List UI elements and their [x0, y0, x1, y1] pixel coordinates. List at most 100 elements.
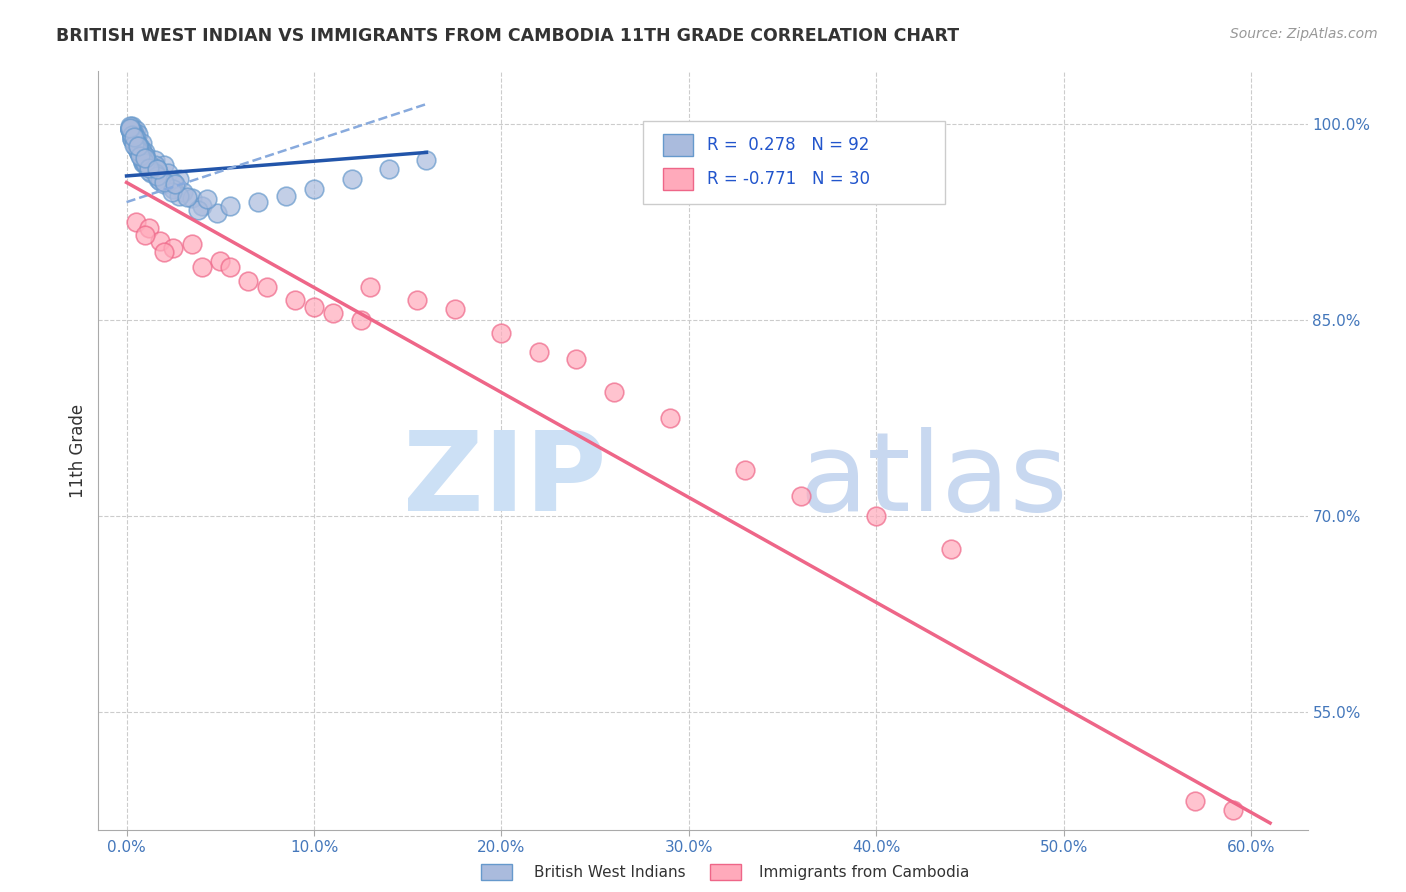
- Point: [125, 215, 148, 229]
- Point: [145, 169, 167, 183]
- Point: [132, 156, 155, 170]
- Point: [122, 129, 145, 144]
- Point: [134, 227, 156, 242]
- Point: [139, 166, 162, 180]
- Point: [131, 145, 153, 160]
- Point: [138, 163, 160, 178]
- Point: [406, 293, 429, 307]
- Text: Immigrants from Cambodia: Immigrants from Cambodia: [759, 865, 970, 880]
- FancyBboxPatch shape: [664, 168, 693, 190]
- Point: [127, 139, 149, 153]
- Point: [121, 132, 143, 146]
- Point: [160, 185, 183, 199]
- Point: [238, 273, 260, 287]
- Point: [153, 176, 176, 190]
- Text: ZIP: ZIP: [404, 427, 606, 534]
- Point: [121, 126, 143, 140]
- Point: [131, 152, 153, 166]
- Point: [1222, 803, 1244, 817]
- Point: [122, 137, 145, 152]
- Point: [274, 188, 297, 202]
- Point: [122, 126, 145, 140]
- Point: [153, 159, 176, 173]
- Point: [134, 145, 156, 160]
- Point: [415, 153, 437, 168]
- Point: [378, 162, 401, 177]
- Point: [941, 541, 963, 556]
- Point: [209, 254, 232, 268]
- Point: [121, 129, 143, 144]
- Point: [256, 280, 278, 294]
- Point: [121, 124, 143, 138]
- Point: [128, 149, 150, 163]
- Point: [125, 140, 148, 154]
- Point: [128, 146, 150, 161]
- Point: [149, 235, 172, 249]
- Text: Source: ZipAtlas.com: Source: ZipAtlas.com: [1230, 27, 1378, 41]
- Point: [359, 280, 381, 294]
- Point: [134, 149, 156, 163]
- Point: [120, 121, 142, 136]
- FancyBboxPatch shape: [664, 134, 693, 156]
- Point: [128, 148, 150, 162]
- Y-axis label: 11th Grade: 11th Grade: [69, 403, 87, 498]
- Point: [121, 132, 143, 146]
- Point: [122, 134, 145, 148]
- Point: [195, 193, 218, 207]
- Point: [190, 199, 212, 213]
- Point: [125, 136, 148, 151]
- Point: [162, 182, 184, 196]
- Point: [1184, 794, 1206, 808]
- Point: [246, 195, 269, 210]
- Point: [167, 171, 190, 186]
- Point: [603, 384, 626, 399]
- Point: [128, 140, 150, 154]
- Point: [149, 174, 172, 188]
- FancyBboxPatch shape: [643, 120, 945, 204]
- Point: [132, 154, 155, 169]
- Point: [127, 143, 149, 157]
- Point: [134, 156, 156, 170]
- Point: [167, 188, 190, 202]
- Point: [176, 190, 198, 204]
- Point: [134, 152, 156, 166]
- Point: [143, 166, 166, 180]
- Point: [187, 202, 209, 217]
- Text: R = -0.771   N = 30: R = -0.771 N = 30: [707, 170, 870, 188]
- Point: [127, 144, 149, 158]
- Point: [172, 185, 194, 199]
- Text: R =  0.278   N = 92: R = 0.278 N = 92: [707, 136, 869, 154]
- Point: [138, 221, 160, 235]
- Point: [340, 171, 363, 186]
- Point: [350, 312, 373, 326]
- Point: [190, 260, 212, 275]
- Point: [734, 463, 756, 477]
- Point: [131, 149, 153, 163]
- Point: [125, 131, 148, 145]
- Point: [162, 241, 184, 255]
- Point: [125, 136, 148, 151]
- Point: [120, 121, 142, 136]
- Point: [120, 120, 142, 135]
- Point: [149, 169, 172, 183]
- Point: [127, 144, 149, 158]
- Point: [218, 199, 240, 213]
- Point: [181, 191, 204, 205]
- Point: [527, 345, 550, 359]
- Point: [121, 127, 143, 141]
- Point: [865, 508, 887, 523]
- Point: [131, 136, 153, 151]
- Point: [143, 153, 166, 168]
- Point: [121, 120, 143, 134]
- Point: [153, 244, 176, 259]
- Point: [322, 306, 344, 320]
- Point: [443, 302, 465, 317]
- Point: [145, 162, 167, 177]
- Point: [145, 162, 167, 177]
- Point: [120, 123, 142, 137]
- Point: [121, 128, 143, 143]
- Point: [125, 123, 148, 137]
- Point: [121, 127, 143, 141]
- Point: [127, 127, 149, 141]
- Point: [181, 236, 204, 251]
